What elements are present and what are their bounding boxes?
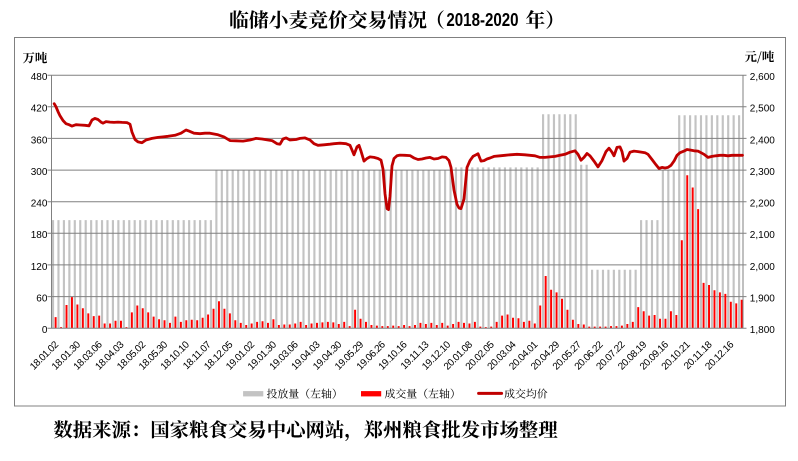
svg-text:2,100: 2,100 [750, 230, 775, 241]
svg-text:420: 420 [31, 104, 48, 115]
svg-text:2,600: 2,600 [750, 72, 775, 83]
svg-text:0: 0 [42, 325, 48, 336]
svg-text:1,800: 1,800 [750, 325, 775, 336]
svg-text:300: 300 [31, 167, 48, 178]
svg-text:2,500: 2,500 [750, 104, 775, 115]
svg-text:2,400: 2,400 [750, 135, 775, 146]
svg-text:480: 480 [31, 72, 48, 83]
svg-text:2018-2020: 2018-2020 [446, 10, 518, 30]
svg-text:180: 180 [31, 230, 48, 241]
svg-text:360: 360 [31, 135, 48, 146]
svg-text:2,200: 2,200 [750, 199, 775, 210]
svg-text:240: 240 [31, 199, 48, 210]
svg-text:1,900: 1,900 [750, 294, 775, 305]
svg-text:120: 120 [31, 262, 48, 273]
svg-text:2,300: 2,300 [750, 167, 775, 178]
svg-text:60: 60 [36, 294, 48, 305]
svg-text:2,000: 2,000 [750, 262, 775, 273]
